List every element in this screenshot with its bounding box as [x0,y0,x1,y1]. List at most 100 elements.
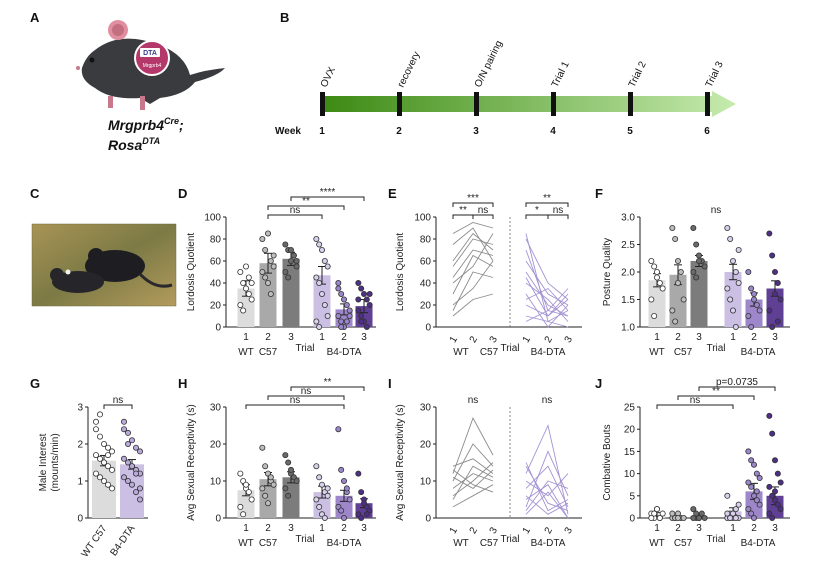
x-tick-label: 1 [243,523,249,534]
group-label-wt: WT [238,538,254,549]
timeline-tick [397,92,402,116]
data-point [316,279,323,286]
data-point [724,285,731,292]
data-point [358,515,365,522]
group-label-wt: WT [649,538,665,549]
y-tick-label: 20 [210,440,222,451]
group-label-c57: C57 [480,538,499,549]
y-tick-label: 60 [420,257,432,268]
panel-c: C [30,186,177,307]
data-point [735,246,742,253]
dta-badge-label [140,48,160,57]
y-tick-label: 60 [210,257,222,268]
data-point [267,257,274,264]
timeline-tick [474,92,479,116]
data-point [259,444,266,451]
data-point [727,235,734,242]
trial-label: Trial [295,534,314,545]
y-axis-label: Avg Sexual Receptivity (s) [395,404,406,521]
x-tick-label: 2 [751,523,757,534]
data-point [324,312,331,319]
data-point [318,290,325,297]
b4-subject-line [525,287,569,311]
x-tick-label: 2 [675,332,681,343]
panel-label-h: H [178,376,187,391]
data-point [270,263,277,270]
group-label-wt: WT [453,347,469,358]
timeline-tick [628,92,633,116]
mouse-ear-inner [112,24,124,36]
trial-label: Trial [706,343,725,354]
significance-bracket [290,386,365,391]
data-point [769,430,776,437]
data-point [651,312,658,319]
panel-label-d: D [178,186,187,201]
significance-label: ns [290,395,301,406]
mouse-front-foot [108,96,113,108]
data-point [346,312,353,319]
y-tick-label: 30 [420,403,432,414]
data-point [677,268,684,275]
b4-subject-line [525,293,569,328]
group-label-c57: C57 [674,347,693,358]
y-tick-label: 0 [425,323,431,334]
x-tick-label: 1 [448,334,461,345]
wt-subject-line [452,238,494,267]
data-point [245,489,252,496]
wt-subject-line [452,465,494,500]
timeline-tick [705,92,710,116]
trial-label: Trial [295,343,314,354]
wt-subject-line [452,222,494,234]
data-point [363,296,370,303]
event-label: O/N pairing [473,39,505,89]
photo-female-head [50,268,64,282]
data-point [313,318,320,325]
x-tick-label: 1 [243,332,249,343]
x-tick-label: 3 [288,332,294,343]
significance-bracket [267,205,345,210]
y-tick-label: 100 [204,213,221,224]
data-point [745,312,752,319]
x-tick-label: 2 [543,525,556,536]
data-point [313,274,320,281]
data-point [316,503,323,510]
timeline-tick [320,92,325,116]
data-point [343,301,350,308]
timeline-tick [551,92,556,116]
data-point [97,411,104,418]
data-point [242,285,249,292]
x-tick-label: 3 [361,523,367,534]
data-point [693,510,700,517]
mouse-illustration: DTA Mrgprb4 [76,20,225,110]
data-point [724,510,731,517]
data-point [360,500,367,507]
group-label-c57: C57 [259,538,278,549]
data-point [772,488,779,495]
wt-subject-line [452,260,494,306]
data-point [264,279,271,286]
data-point [654,506,661,513]
data-point [745,506,752,513]
data-point [97,455,104,462]
week-number: 5 [627,126,633,137]
y-tick-label: 0 [629,514,635,525]
data-point [355,307,362,314]
wt-subject-line [452,469,494,489]
data-point [696,515,703,522]
x-tick-label: 2 [341,523,347,534]
data-point [672,318,679,325]
data-point [293,477,300,484]
x-tick-label: 3 [772,523,778,534]
data-point [128,481,135,488]
group-label-b4-dta: B4-DTA [327,347,362,358]
y-tick-label: 20 [210,301,222,312]
data-point [287,466,294,473]
y-tick-label: 3 [77,403,83,414]
group-label-wt: WT [453,538,469,549]
data-point [338,290,345,297]
b4-subject-line [525,495,569,515]
data-point [732,506,739,513]
data-point [343,318,350,325]
data-point [732,268,739,275]
